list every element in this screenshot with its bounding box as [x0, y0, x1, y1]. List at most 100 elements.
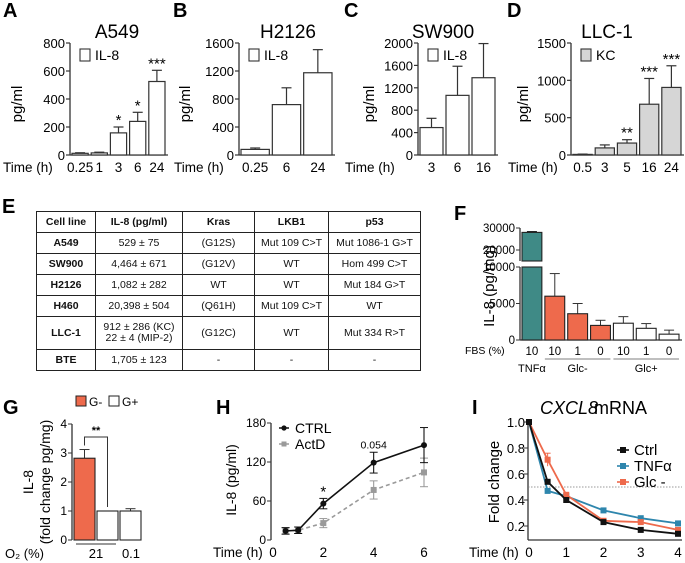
x-tick-label: 5	[623, 160, 631, 175]
y-tick-label: 0	[58, 148, 65, 163]
table-row: H2126 1,082 ± 282 WT WT Mut 184 G>T	[36, 274, 421, 296]
y-tick-label: 200	[43, 120, 65, 135]
panel-letter-a: A	[3, 0, 17, 22]
x-tick-label: 10	[526, 346, 539, 358]
y-tick-label: 600	[43, 64, 65, 79]
data-point	[637, 515, 644, 522]
series-line	[528, 421, 679, 525]
panel-letter-g: G	[3, 397, 19, 419]
legend-label: TNFα	[634, 458, 672, 475]
y-axis-label: IL-8	[20, 470, 36, 494]
y-tick-label: 2	[60, 475, 67, 489]
bar	[471, 77, 496, 156]
table-cell: LLC-1	[36, 316, 96, 350]
legend-marker	[281, 441, 287, 447]
legend-swatch	[79, 48, 91, 62]
bar	[635, 327, 657, 341]
table-cell: WT	[254, 316, 329, 350]
column-header: Cell line	[36, 211, 96, 233]
x-tick-label: 6	[454, 160, 462, 175]
bar-lower-segment	[521, 266, 543, 341]
table-cell: Mut 1086-1 G>T	[328, 232, 421, 254]
panel-letter-e: E	[2, 196, 15, 218]
x-tick-label: 10	[617, 346, 630, 358]
x-tick-label: 24	[664, 160, 680, 175]
y-tick-label: 1	[60, 504, 67, 518]
bar	[612, 322, 634, 341]
data-point	[563, 497, 570, 503]
x-tick-label: 16	[642, 160, 657, 175]
y-tick-label: 1200	[384, 81, 413, 96]
x-axis-title: O₂ (%)	[5, 546, 44, 561]
significance-label: *	[135, 97, 141, 114]
mutation-table-panel: Cell line IL-8 (pg/ml) Kras LKB1 p53 A54…	[36, 211, 421, 371]
table-cell: (G12S)	[182, 232, 255, 254]
bar	[71, 152, 89, 156]
x-tick-label: 4	[674, 545, 682, 560]
y-tick-label: 0.6	[507, 467, 525, 482]
panel-d-chart: LLC-1 0 500 1000 1500 pg/ml Time (h) 0.5 3 5 ** 16 *…	[508, 22, 684, 175]
data-point	[637, 519, 644, 526]
y-tick-label: 500	[544, 111, 566, 126]
x-tick-label: 16	[476, 160, 491, 175]
y-tick-label: 1200	[205, 64, 234, 79]
table-cell: 1,705 ± 123	[95, 349, 183, 371]
y-axis-label: IL-8 (pg/ml)	[223, 444, 239, 516]
data-point	[675, 530, 681, 537]
bar	[567, 313, 589, 341]
significance-label: **	[621, 125, 633, 142]
chart-title: mRNA	[594, 398, 647, 418]
legend-swatch	[108, 395, 120, 407]
legend-swatch	[248, 48, 260, 62]
legend-marker	[620, 447, 626, 453]
bar-upper-segment	[521, 231, 543, 262]
x-tick-label: 10	[548, 346, 561, 358]
chart-title: H2126	[260, 22, 316, 43]
x-axis-title: Time (h)	[3, 160, 53, 175]
x-tick-label: 24	[310, 160, 326, 175]
y-tick-label: 1600	[205, 36, 234, 51]
y-tick-label: 400	[43, 92, 65, 107]
table-row: LLC-1 912 ± 286 (KC) 22 ± 4 (MIP-2) (G12…	[36, 316, 421, 350]
significance-label: **	[92, 425, 101, 437]
legend-label: IL-8	[443, 47, 467, 63]
data-point	[282, 527, 289, 534]
group-label: Glc+	[635, 363, 658, 375]
table-cell: A549	[36, 232, 96, 254]
y-tick-label: 0	[60, 533, 67, 547]
legend-label: ActD	[295, 436, 325, 452]
x-tick-label: 4	[370, 545, 378, 560]
y-axis-label: pg/ml	[515, 86, 532, 123]
series-line	[528, 421, 679, 531]
chart-title: A549	[95, 22, 139, 43]
table-cell: H460	[36, 295, 96, 317]
legend-marker	[620, 463, 626, 469]
table-cell: -	[182, 349, 255, 371]
table-row: SW900 4,464 ± 671 (G12V) WT Hom 499 C>T	[36, 253, 421, 275]
table-cell: 1,082 ± 282	[95, 274, 183, 296]
panel-c-chart: SW900 0 400 800 1200 1600 2000 pg/ml Time (h) 3 6 1…	[345, 22, 498, 175]
x-tick-label: 3	[601, 160, 609, 175]
table-cell: WT	[254, 274, 329, 296]
column-header: LKB1	[254, 211, 329, 233]
x-tick-label: 0.25	[242, 160, 268, 175]
table-cell: SW900	[36, 253, 96, 275]
y-axis-label: IL-8 (pg/mg)	[481, 245, 498, 327]
panel-letter-c: C	[344, 0, 358, 22]
x-tick-label: 6	[420, 545, 428, 560]
y-tick-label: 0	[227, 148, 234, 163]
table-cell: WT	[254, 253, 329, 275]
table-cell-line: 912 ± 286 (KC)	[103, 321, 175, 333]
legend-label: Glc -	[634, 474, 666, 491]
series-line-ctrl	[285, 444, 425, 532]
y-tick-label: 0	[559, 148, 566, 163]
data-point	[637, 526, 644, 533]
data-point	[421, 469, 427, 476]
bar	[572, 153, 593, 156]
x-tick-label: 2	[600, 545, 608, 560]
y-tick-label: 10000	[483, 262, 515, 274]
bar	[109, 132, 128, 156]
panel-g-chart: 0 1 2 3 4 IL-8 (fold change pg/mg) ** O₂ (%) 21 0.…	[5, 395, 142, 561]
